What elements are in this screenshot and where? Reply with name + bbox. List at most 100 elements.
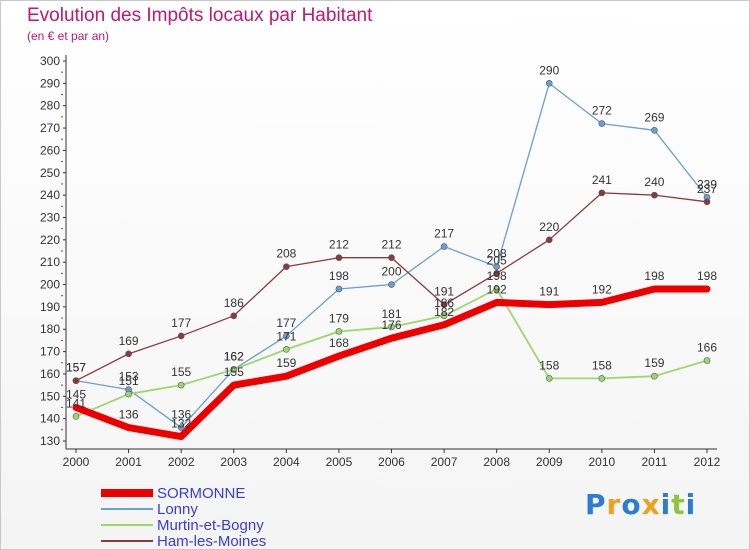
data-label-ham-les-moines: 237: [697, 182, 717, 196]
data-point-murtin-et-bogny: [598, 375, 606, 382]
data-point-lonny: [388, 281, 395, 288]
data-label-murtin-et-bogny: 158: [592, 358, 612, 372]
data-label-ham-les-moines: 208: [276, 247, 296, 261]
logo-letter: o: [621, 488, 642, 521]
data-point-ham-les-moines: [545, 236, 553, 244]
data-point-lonny: [598, 120, 606, 127]
legend-item-sormonne: SORMONNE: [101, 484, 266, 502]
x-tick-label: 2002: [168, 455, 195, 469]
legend-label-murtin-et-bogny: Murtin-et-Bogny: [157, 516, 264, 534]
x-tick-label: 2011: [642, 455, 668, 469]
data-label-lonny: 217: [434, 227, 454, 241]
data-point-lonny: [545, 80, 553, 87]
legend-swatch-ham-les-moines: [101, 540, 153, 542]
data-label-sormonne: 182: [434, 305, 454, 319]
logo-letter: i: [660, 488, 672, 521]
data-label-ham-les-moines: 240: [644, 175, 664, 189]
legend: SORMONNE Lonny Murtin-et-Bogny Ham-les-M…: [101, 484, 267, 550]
series-line-sormonne: [72, 285, 711, 441]
y-tick-label: 180: [40, 322, 60, 336]
data-label-sormonne: 191: [539, 285, 559, 299]
data-label-murtin-et-bogny: 181: [381, 307, 401, 321]
data-label-lonny: 157: [66, 361, 86, 375]
data-point-murtin-et-bogny: [703, 357, 711, 364]
data-point-lonny: [493, 263, 500, 270]
y-tick-label: 140: [40, 412, 60, 426]
data-label-sormonne: 192: [592, 282, 612, 296]
data-point-ham-les-moines: [651, 191, 658, 199]
data-label-sormonne: 155: [224, 365, 244, 379]
data-label-lonny: 162: [224, 349, 244, 363]
logo-letter: P: [585, 488, 607, 521]
legend-item-murtin-et-bogny: Murtin-et-Bogny: [101, 516, 266, 534]
data-point-ham-les-moines: [230, 312, 238, 320]
data-point-murtin-et-bogny: [230, 366, 238, 373]
y-tick-label: 290: [40, 76, 60, 90]
data-label-murtin-et-bogny: 141: [66, 396, 86, 410]
y-tick-label: 200: [40, 278, 60, 292]
chart-title: Evolution des Impôts locaux par Habitant: [27, 5, 373, 26]
proxiti-logo: Proxiti: [585, 488, 696, 521]
data-label-sormonne: 132: [171, 417, 191, 431]
data-label-sormonne: 145: [66, 387, 86, 401]
legend-swatch-lonny: [101, 508, 153, 510]
x-tick-label: 2009: [536, 455, 563, 469]
data-point-murtin-et-bogny: [283, 346, 290, 353]
data-label-murtin-et-bogny: 198: [487, 269, 507, 283]
data-label-ham-les-moines: 186: [224, 296, 244, 310]
y-tick-label: 130: [40, 434, 60, 448]
legend-label-ham-les-moines: Ham-les-Moines: [157, 532, 267, 550]
data-point-ham-les-moines: [598, 189, 606, 197]
x-tick-label: 2010: [588, 455, 615, 469]
x-tick-label: 2008: [483, 455, 510, 469]
x-tick-label: 2006: [378, 455, 405, 469]
y-tick-label: 220: [40, 233, 60, 247]
data-label-lonny: 208: [487, 247, 507, 261]
y-tick-label: 280: [40, 99, 60, 113]
data-label-sormonne: 192: [487, 282, 507, 296]
data-point-lonny: [335, 285, 343, 293]
data-label-ham-les-moines: 177: [171, 316, 191, 330]
logo-letter: x: [641, 488, 661, 521]
chart-subtitle: (en € et par an): [27, 29, 110, 43]
data-point-ham-les-moines: [703, 198, 711, 206]
data-label-lonny: 153: [119, 370, 139, 384]
data-point-murtin-et-bogny: [125, 390, 132, 398]
data-point-lonny: [440, 243, 448, 250]
data-label-sormonne: 168: [329, 336, 349, 350]
data-label-ham-les-moines: 205: [487, 253, 507, 267]
y-tick-label: 210: [40, 255, 60, 269]
data-label-lonny: 136: [171, 408, 191, 422]
data-label-murtin-et-bogny: 162: [224, 349, 244, 363]
data-label-ham-les-moines: 241: [592, 173, 612, 187]
data-point-ham-les-moines: [440, 301, 448, 308]
x-tick-label: 2012: [694, 455, 721, 469]
data-label-lonny: 290: [539, 63, 559, 77]
logo-letter: i: [685, 488, 697, 521]
legend-label-lonny: Lonny: [157, 500, 198, 518]
data-label-murtin-et-bogny: 158: [539, 358, 559, 372]
data-point-murtin-et-bogny: [651, 372, 658, 380]
x-tick-label: 2005: [326, 455, 353, 469]
legend-swatch-murtin-et-bogny: [101, 524, 153, 526]
x-tick-label: 2003: [220, 455, 247, 469]
data-point-lonny: [283, 332, 290, 340]
logo-letter: t: [671, 488, 686, 521]
data-point-murtin-et-bogny: [545, 375, 553, 382]
x-tick-label: 2007: [431, 455, 458, 469]
x-tick-label: 2001: [115, 455, 142, 469]
data-label-murtin-et-bogny: 159: [644, 356, 664, 370]
logo-letter: r: [606, 488, 622, 521]
data-label-lonny: 239: [697, 177, 717, 191]
data-label-ham-les-moines: 191: [434, 285, 454, 299]
y-tick-label: 190: [40, 300, 60, 314]
data-label-ham-les-moines: 169: [119, 334, 139, 348]
y-tick-label: 160: [40, 367, 60, 381]
legend-label-sormonne: SORMONNE: [157, 484, 246, 502]
data-point-ham-les-moines: [125, 350, 132, 358]
legend-item-lonny: Lonny: [101, 500, 266, 518]
data-label-ham-les-moines: 212: [329, 238, 349, 252]
legend-swatch-sormonne: [101, 489, 153, 497]
data-point-ham-les-moines: [388, 254, 395, 262]
